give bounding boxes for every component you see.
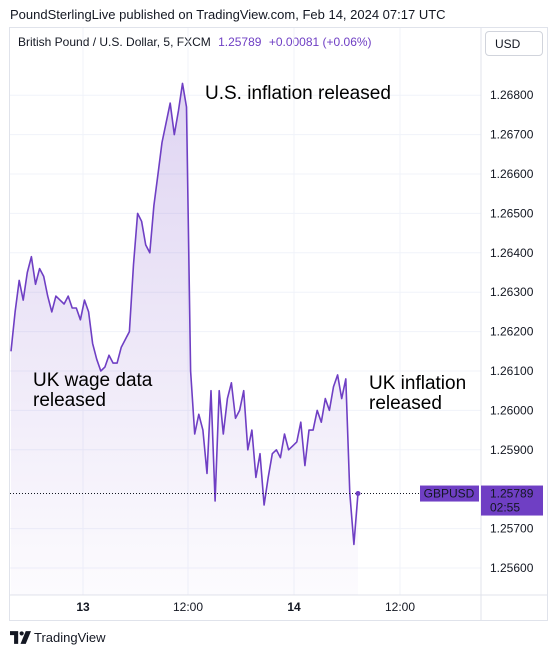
footer: TradingView — [10, 630, 106, 645]
legend-last-price: 1.25789 — [218, 35, 262, 49]
price-tag-value: 1.25789 — [490, 487, 534, 501]
y-tick-label: 1.26000 — [490, 403, 534, 417]
annotation-uk-inflation-line2: released — [369, 393, 442, 414]
tradingview-logo-icon[interactable] — [10, 631, 31, 644]
y-tick-label: 1.26500 — [490, 206, 534, 220]
y-tick-label: 1.26100 — [490, 364, 534, 378]
last-price-dot — [355, 491, 361, 497]
y-tick-label: 1.26800 — [490, 88, 534, 102]
annotation-uk-wage-line1: UK wage data — [33, 370, 153, 391]
y-tick-label: 1.25700 — [490, 522, 534, 536]
chart-legend: British Pound / U.S. Dollar, 5, FXCM 1.2… — [18, 35, 372, 49]
price-tag-symbol-bg — [420, 485, 479, 502]
y-tick-label: 1.25600 — [490, 561, 534, 575]
x-tick-label: 12:00 — [385, 600, 415, 614]
x-tick-label: 12:00 — [173, 600, 203, 614]
y-tick-label: 1.26400 — [490, 246, 534, 260]
y-tick-label: 1.26300 — [490, 285, 534, 299]
annotations: U.S. inflation released UK wage data rel… — [33, 83, 466, 414]
price-tag: GBPUSD 1.25789 02:55 — [420, 485, 543, 516]
price-tag-value-bg — [481, 485, 543, 516]
chart-frame — [9, 27, 548, 621]
annotation-uk-wage-line2: released — [33, 390, 106, 411]
legend-symbol[interactable]: British Pound / U.S. Dollar, 5, FXCM — [18, 35, 211, 49]
footer-brand[interactable]: TradingView — [34, 630, 106, 645]
price-axis: 1.25600 1.25700 1.25900 1.26000 1.26100 1.262… — [490, 88, 534, 575]
time-axis: 13 12:00 14 12:00 — [76, 600, 415, 614]
publisher-line: PoundSterlingLive published on TradingVi… — [10, 7, 446, 22]
annotation-uk-inflation-line1: UK inflation — [369, 373, 466, 394]
x-tick-label: 13 — [76, 600, 90, 614]
y-tick-label: 1.26600 — [490, 167, 534, 181]
price-tag-symbol: GBPUSD — [424, 487, 475, 501]
y-tick-label: 1.25900 — [490, 443, 534, 457]
price-line — [10, 82, 359, 546]
price-tag-countdown: 02:55 — [490, 501, 520, 515]
price-area — [11, 83, 358, 596]
y-tick-label: 1.26200 — [490, 325, 534, 339]
x-tick-label: 14 — [287, 600, 301, 614]
annotation-us-inflation: U.S. inflation released — [205, 83, 391, 104]
y-tick-label: 1.26700 — [490, 128, 534, 142]
currency-button[interactable]: USD — [485, 31, 543, 56]
